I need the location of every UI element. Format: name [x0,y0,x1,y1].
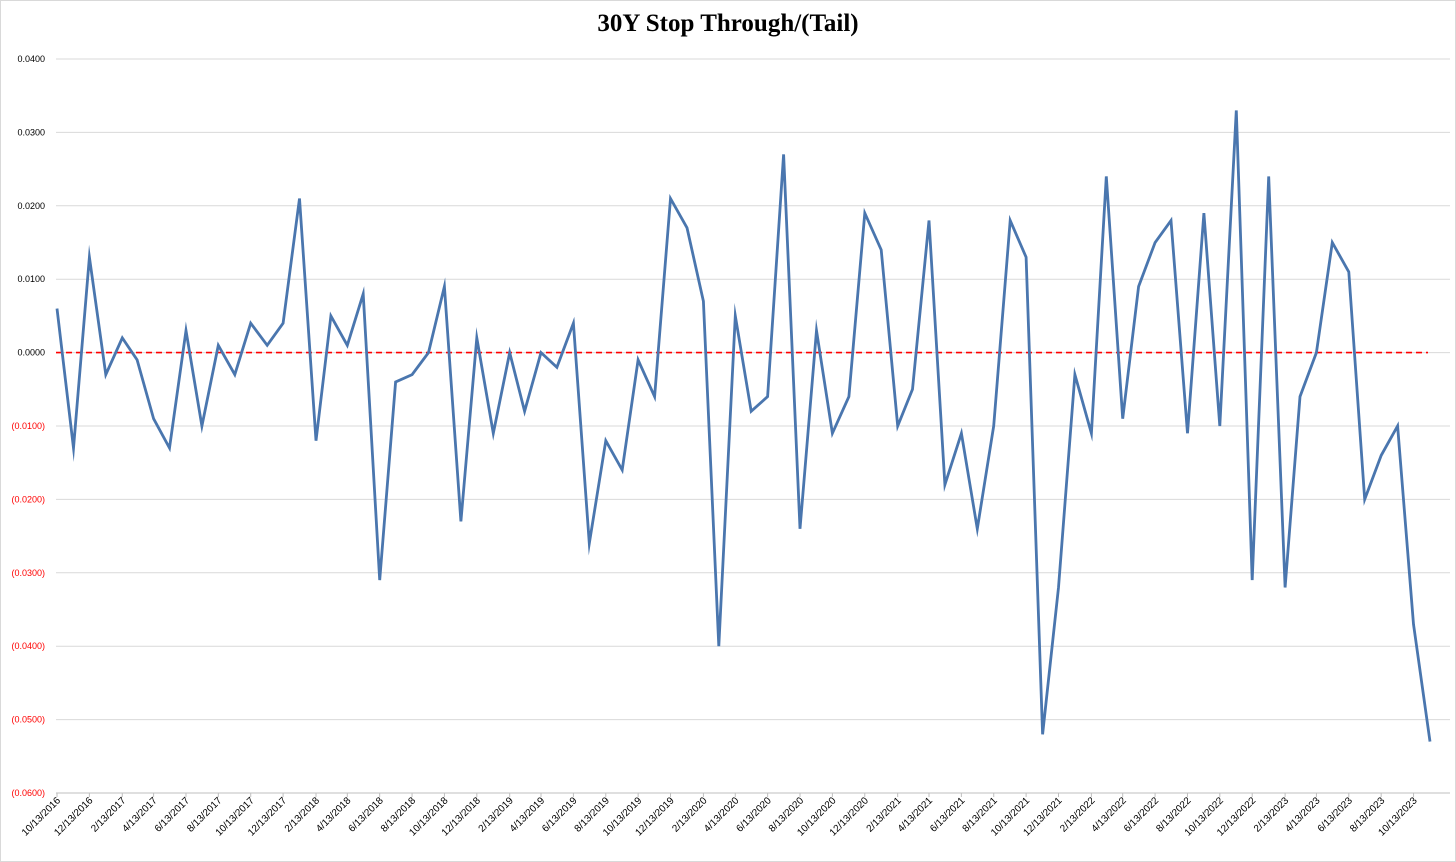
y-tick-label: 0.0000 [17,348,45,358]
y-tick-label: (0.0600) [11,788,45,798]
x-axis-tick-labels: 10/13/201612/13/20162/13/20174/13/20176/… [20,795,1420,838]
y-tick-label: (0.0400) [11,641,45,651]
y-tick-label: 0.0400 [17,54,45,64]
y-tick-label: (0.0500) [11,715,45,725]
y-tick-label: 0.0200 [17,201,45,211]
series-lines [55,110,1432,742]
y-tick-label: 0.0300 [17,127,45,137]
gridlines [56,58,1450,797]
y-tick-label: 0.0100 [17,274,45,284]
y-tick-label: (0.0100) [11,421,45,431]
y-axis-tick-labels: 0.0400 0.0300 0.0200 0.0100 0.0000 (0.0100) (0… [11,54,45,798]
chart-title: 30Y Stop Through/(Tail) [597,10,859,37]
y-tick-label: (0.0200) [11,494,45,504]
y-tick-label: (0.0300) [11,568,45,578]
series-line [55,110,1432,742]
